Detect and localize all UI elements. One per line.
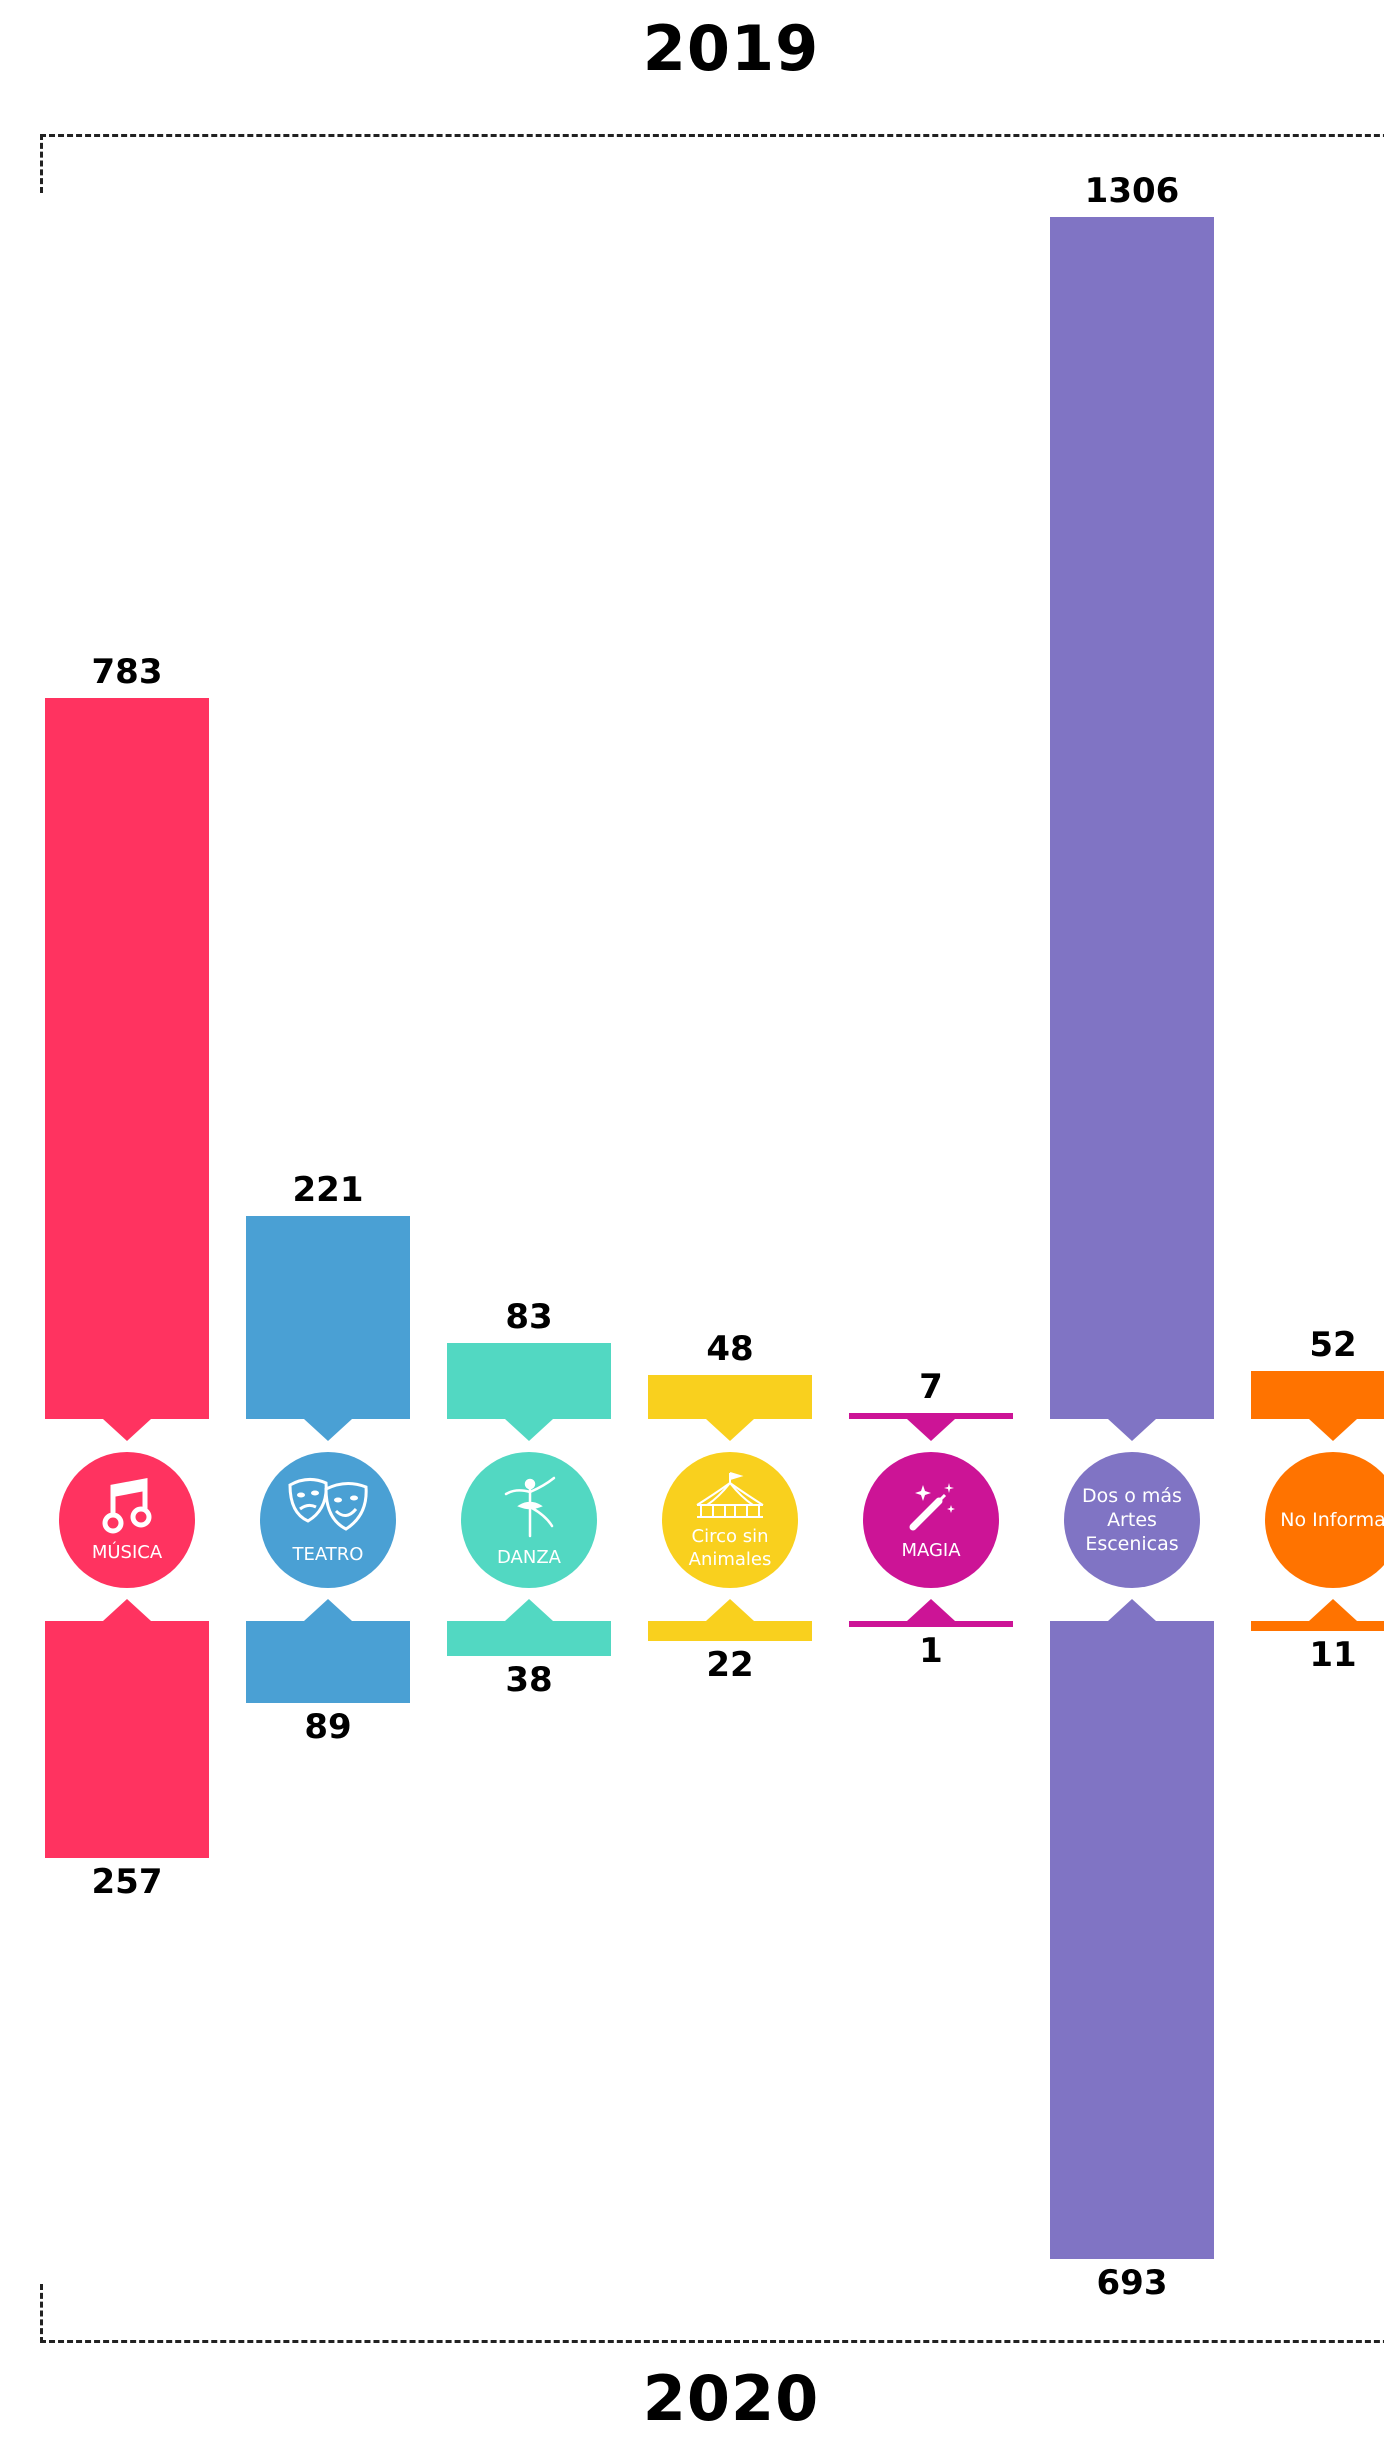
value-label-2019: 221 [292,1170,364,1210]
bar-2020-cat-3 [447,1621,611,1656]
category-badge: No Informa [1265,1452,1384,1588]
frame-top-border [40,134,1384,193]
notch-bottom [1309,1599,1357,1621]
category-label: No Informa [1280,1509,1384,1531]
notch-top [304,1419,352,1441]
value-label-2019: 1306 [1084,171,1180,211]
category-label: DANZA [497,1546,561,1568]
value-label-2019: 83 [505,1297,553,1337]
notch-top [706,1419,754,1441]
value-label-2020: 11 [1309,1635,1357,1675]
category-badge: MAGIA [863,1452,999,1588]
notch-top [505,1419,553,1441]
notch-bottom [1108,1599,1156,1621]
bar-2019-cat-5 [849,1413,1013,1419]
value-label-2020: 693 [1096,2263,1168,2303]
category-label: MÚSICA [91,1541,163,1563]
bar-2019-cat-4 [648,1375,812,1419]
category-badge: MÚSICA [59,1452,195,1588]
value-label-2019: 7 [919,1367,943,1407]
bar-2019-cat-1 [45,698,209,1419]
value-label-2020: 1 [919,1631,943,1671]
value-label-2020: 22 [706,1645,754,1685]
music-note-icon [97,1477,157,1541]
notch-top [907,1419,955,1441]
value-label-2019: 48 [706,1329,754,1369]
bar-2019-cat-6 [1050,217,1214,1419]
category-label: TEATRO [292,1543,364,1565]
ballerina-icon [494,1472,564,1546]
value-label-2020: 257 [91,1862,163,1902]
bar-2020-cat-7 [1251,1621,1384,1631]
value-label-2019: 52 [1309,1325,1357,1365]
circus-tent-icon [691,1469,769,1525]
bar-2020-cat-5 [849,1621,1013,1627]
notch-top [1309,1419,1357,1441]
value-label-2020: 89 [304,1707,352,1747]
theater-masks-icon [284,1475,372,1543]
year-2020-title: 2020 [642,2362,820,2435]
category-badge: DANZA [461,1452,597,1588]
notch-bottom [304,1599,352,1621]
category-badge: TEATRO [260,1452,396,1588]
notch-bottom [103,1599,151,1621]
category-badge: Circo sin Animales [662,1452,798,1588]
value-label-2019: 783 [91,652,163,692]
bar-2020-cat-2 [246,1621,410,1703]
value-label-2020: 38 [505,1660,553,1700]
bar-2020-cat-1 [45,1621,209,1858]
magic-wand-icon [903,1479,959,1539]
notch-bottom [505,1599,553,1621]
bar-2019-cat-2 [246,1216,410,1419]
year-2019-title: 2019 [642,12,820,85]
category-label: Dos o más Artes Escenicas [1082,1485,1182,1555]
bar-2020-cat-6 [1050,1621,1214,2259]
notch-bottom [706,1599,754,1621]
notch-top [103,1419,151,1441]
category-badge: Dos o más Artes Escenicas [1064,1452,1200,1588]
bar-2020-cat-4 [648,1621,812,1641]
category-label: MAGIA [901,1539,961,1561]
notch-bottom [907,1599,955,1621]
bar-2019-cat-7 [1251,1371,1384,1419]
notch-top [1108,1419,1156,1441]
bar-2019-cat-3 [447,1343,611,1419]
category-label: Circo sin Animales [688,1526,772,1570]
frame-bottom-border [40,2284,1384,2343]
